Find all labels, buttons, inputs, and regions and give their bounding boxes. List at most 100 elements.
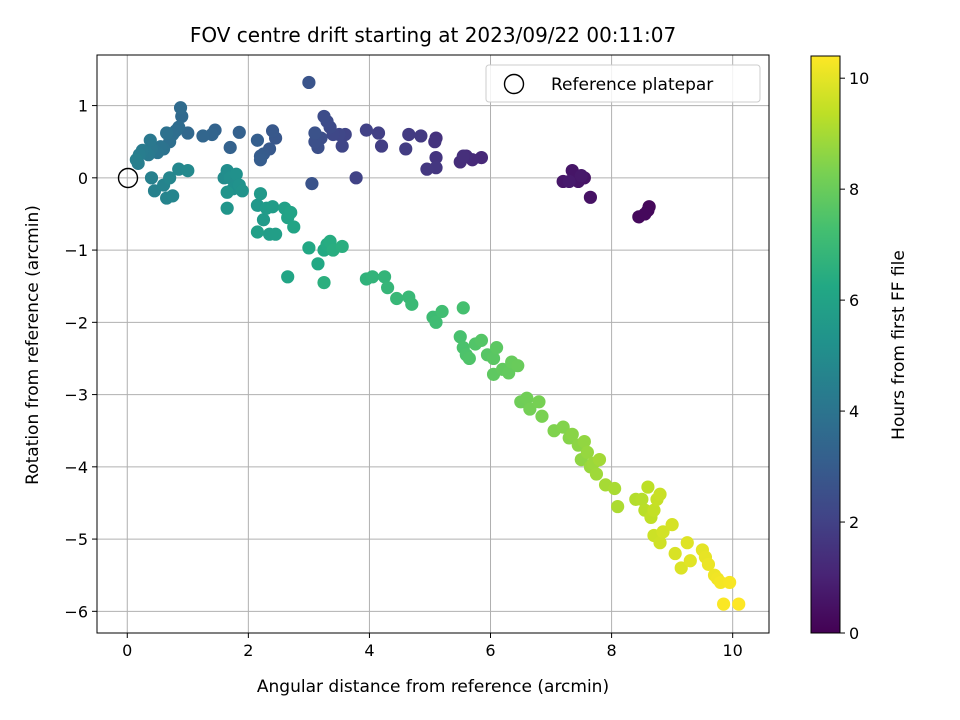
scatter-point (223, 140, 237, 155)
legend-marker-icon (503, 73, 525, 95)
scatter-point (532, 395, 546, 409)
scatter-point (181, 164, 195, 178)
scatter-point (502, 366, 516, 380)
scatter-point (656, 525, 670, 539)
legend-label: Reference platepar (551, 75, 713, 95)
scatter-point (317, 109, 331, 124)
grid (97, 55, 769, 633)
scatter-point (723, 575, 737, 590)
scatter-point (414, 129, 428, 143)
x-tick-label: 4 (364, 641, 374, 660)
scatter-point (732, 597, 746, 611)
colorbar-tick-label: 10 (849, 69, 869, 88)
scatter-point (253, 187, 268, 201)
scatter-point (592, 453, 607, 467)
x-tick-label: 6 (485, 641, 495, 660)
scatter-point (305, 177, 319, 191)
scatter-point (565, 427, 579, 441)
y-tick-label: 0 (78, 169, 88, 188)
y-axis-ticks: −6 −5 −4 −3 −2 −1 0 1 (64, 97, 97, 621)
scatter-point (713, 575, 728, 590)
x-tick-label: 0 (122, 641, 132, 660)
x-tick-label: 2 (243, 641, 253, 660)
scatter-point (250, 133, 265, 147)
scatter-point (453, 330, 467, 344)
scatter-point (311, 257, 325, 271)
scatter-points (129, 75, 746, 611)
scatter-point (229, 167, 243, 181)
scatter-point (701, 557, 716, 571)
x-axis-ticks: 0 2 4 6 8 10 (122, 633, 743, 660)
scatter-point (429, 150, 443, 165)
scatter-point (674, 561, 688, 575)
scatter-point (287, 220, 301, 234)
y-tick-label: −5 (64, 530, 88, 549)
scatter-point (429, 315, 443, 329)
y-tick-label: 1 (78, 97, 88, 116)
scatter-point (253, 153, 268, 167)
scatter-point (486, 351, 501, 366)
reference-marker (117, 167, 139, 189)
scatter-point (265, 124, 280, 138)
scatter-point (349, 171, 363, 185)
scatter-point (665, 518, 679, 532)
scatter-point (653, 536, 667, 550)
scatter-point (265, 200, 280, 214)
scatter-point (611, 499, 625, 514)
scatter-point (371, 126, 386, 140)
scatter-point (435, 304, 449, 319)
scatter-point (302, 241, 316, 255)
scatter-point (220, 185, 234, 199)
scatter-point (462, 351, 476, 366)
scatter-point (641, 480, 655, 494)
scatter-point (163, 171, 177, 185)
scatter-point (668, 546, 682, 561)
scatter-point (399, 142, 413, 156)
scatter-point (335, 239, 349, 254)
scatter-point (220, 201, 234, 215)
scatter-point (647, 503, 661, 517)
y-tick-label: −2 (64, 313, 88, 332)
scatter-point (268, 227, 283, 241)
scatter-point (365, 270, 380, 284)
scatter-point (196, 129, 210, 143)
plot-frame (96, 54, 770, 634)
y-axis-label: Rotation from reference (arcmin) (23, 205, 43, 485)
scatter-point (577, 434, 591, 449)
scatter-point (583, 190, 598, 204)
scatter-point (390, 291, 404, 306)
scatter-point (511, 359, 525, 373)
colorbar-tick-label: 4 (849, 402, 859, 421)
y-tick-label: −1 (64, 241, 88, 260)
scatter-point (608, 481, 622, 496)
x-tick-label: 10 (722, 641, 742, 660)
colorbar: 0 2 4 6 8 10 Hours from first FF file (810, 55, 909, 643)
legend: Reference platepar (485, 64, 761, 103)
scatter-point (489, 341, 504, 355)
colorbar-label: Hours from first FF file (889, 250, 909, 440)
scatter-point (638, 207, 652, 221)
scatter-point (129, 153, 143, 167)
scatter-point (420, 162, 434, 176)
colorbar-gradient (810, 55, 841, 634)
scatter-point (308, 126, 322, 140)
chart-title: FOV centre drift starting at 2023/09/22 … (190, 23, 676, 47)
scatter-point (456, 301, 470, 315)
scatter-point (589, 467, 604, 481)
x-tick-label: 8 (607, 641, 617, 660)
scatter-point (281, 270, 295, 284)
y-tick-label: −3 (64, 386, 88, 405)
scatter-point (374, 139, 389, 153)
scatter-point (302, 75, 316, 90)
scatter-point (144, 171, 159, 185)
scatter-point (317, 275, 331, 290)
scatter-point (235, 184, 249, 198)
scatter-point (335, 139, 349, 153)
y-tick-label: −6 (64, 602, 88, 621)
legend-box (485, 64, 761, 103)
scatter-point (377, 270, 392, 284)
scatter-point (580, 445, 594, 459)
scatter-point (556, 420, 570, 434)
